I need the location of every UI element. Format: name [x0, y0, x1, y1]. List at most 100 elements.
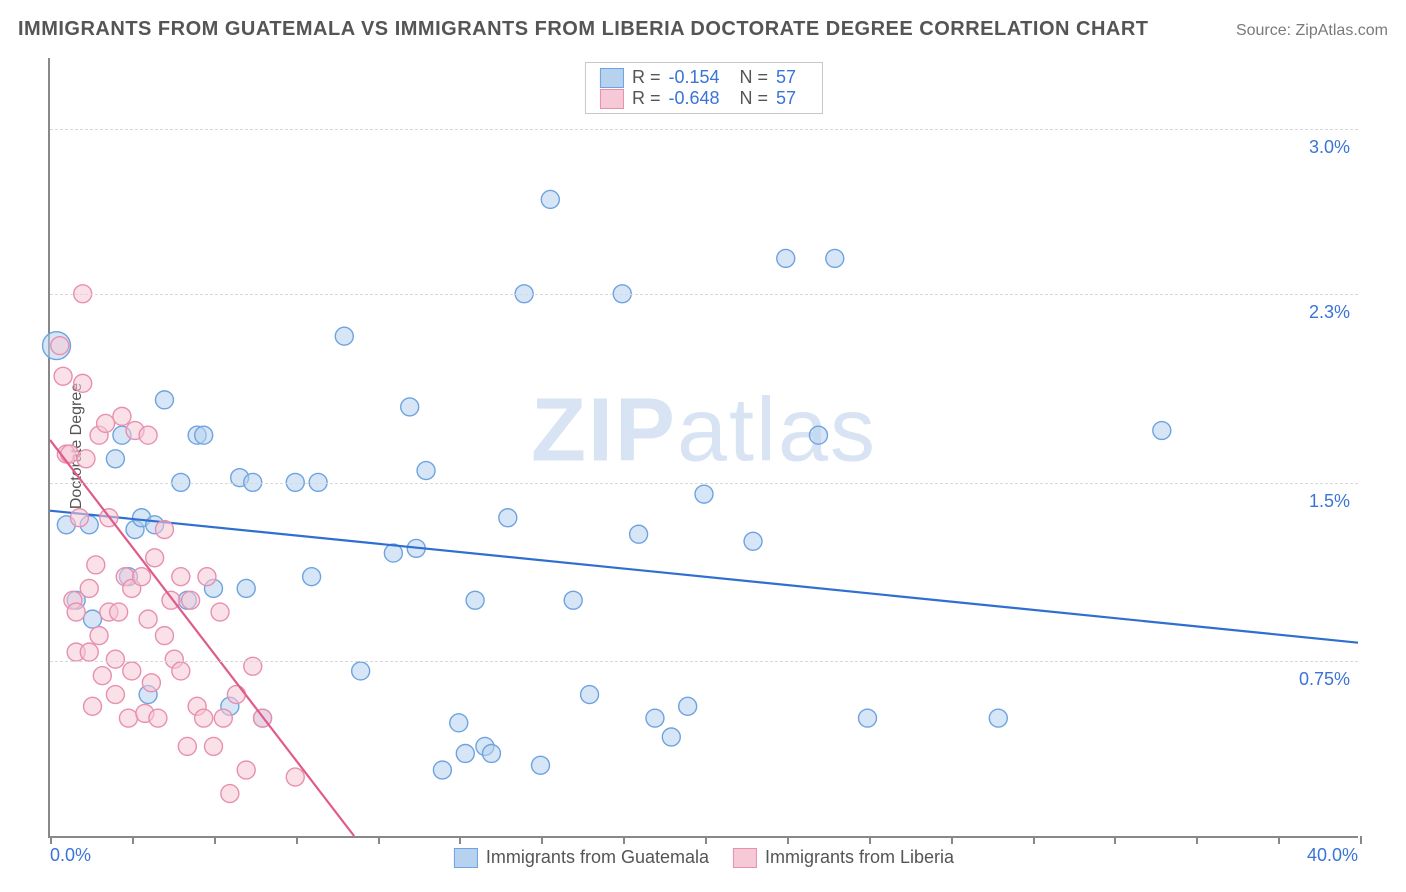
data-point: [286, 473, 304, 491]
y-tick-label: 0.75%: [1299, 669, 1350, 690]
data-point: [1153, 422, 1171, 440]
x-tick: [214, 836, 216, 844]
x-tick: [1114, 836, 1116, 844]
stat-n-value: 57: [776, 88, 796, 109]
x-tick: [1360, 836, 1362, 844]
data-point: [214, 709, 232, 727]
legend-label: Immigrants from Liberia: [765, 847, 954, 868]
x-tick: [623, 836, 625, 844]
x-tick: [459, 836, 461, 844]
data-point: [172, 662, 190, 680]
y-tick-label: 3.0%: [1309, 137, 1350, 158]
data-point: [564, 591, 582, 609]
data-point: [142, 674, 160, 692]
y-tick-label: 1.5%: [1309, 491, 1350, 512]
data-point: [581, 686, 599, 704]
data-point: [646, 709, 664, 727]
x-tick: [1278, 836, 1280, 844]
chart-title: IMMIGRANTS FROM GUATEMALA VS IMMIGRANTS …: [18, 18, 1149, 41]
stat-r-label: R =: [632, 67, 661, 88]
data-point: [401, 398, 419, 416]
stats-box: R =-0.154N =57R =-0.648N =57: [585, 62, 823, 114]
data-point: [77, 450, 95, 468]
data-point: [662, 728, 680, 746]
x-tick: [951, 836, 953, 844]
plot-area: ZIPatlas R =-0.154N =57R =-0.648N =57 0.…: [48, 58, 1358, 838]
data-point: [989, 709, 1007, 727]
data-point: [172, 473, 190, 491]
data-point: [155, 627, 173, 645]
x-tick: [378, 836, 380, 844]
legend-item: Immigrants from Liberia: [733, 847, 954, 868]
data-point: [205, 737, 223, 755]
data-point: [679, 697, 697, 715]
x-tick: [869, 836, 871, 844]
data-point: [499, 509, 517, 527]
chart-legend: Immigrants from Guatemala Immigrants from…: [454, 847, 954, 868]
data-point: [146, 549, 164, 567]
data-point: [198, 568, 216, 586]
data-point: [139, 610, 157, 628]
data-point: [466, 591, 484, 609]
data-point: [244, 473, 262, 491]
data-point: [777, 249, 795, 267]
data-point: [87, 556, 105, 574]
x-tick: [132, 836, 134, 844]
grid-line: [50, 129, 1358, 130]
x-tick: [296, 836, 298, 844]
data-point: [80, 643, 98, 661]
data-point: [237, 761, 255, 779]
x-tick: [1196, 836, 1198, 844]
stat-n-label: N =: [740, 88, 769, 109]
chart-svg: [50, 58, 1358, 836]
stat-row: R =-0.648N =57: [600, 88, 808, 109]
data-point: [541, 190, 559, 208]
legend-label: Immigrants from Guatemala: [486, 847, 709, 868]
data-point: [110, 603, 128, 621]
stat-r-value: -0.154: [668, 67, 719, 88]
data-point: [149, 709, 167, 727]
data-point: [195, 709, 213, 727]
data-point: [119, 709, 137, 727]
data-point: [450, 714, 468, 732]
chart-header: IMMIGRANTS FROM GUATEMALA VS IMMIGRANTS …: [18, 18, 1388, 41]
x-axis-max-label: 40.0%: [1307, 845, 1358, 866]
data-point: [286, 768, 304, 786]
data-point: [417, 462, 435, 480]
data-point: [744, 532, 762, 550]
x-tick: [541, 836, 543, 844]
source-name: ZipAtlas.com: [1296, 22, 1388, 39]
data-point: [695, 485, 713, 503]
data-point: [237, 579, 255, 597]
data-point: [178, 737, 196, 755]
data-point: [84, 610, 102, 628]
stat-n-label: N =: [740, 67, 769, 88]
data-point: [433, 761, 451, 779]
stat-swatch: [600, 68, 624, 88]
data-point: [54, 367, 72, 385]
data-point: [809, 426, 827, 444]
data-point: [826, 249, 844, 267]
chart-source: Source: ZipAtlas.com: [1236, 22, 1388, 40]
source-prefix: Source:: [1236, 22, 1296, 39]
grid-line: [50, 661, 1358, 662]
data-point: [532, 756, 550, 774]
data-point: [211, 603, 229, 621]
data-point: [51, 337, 69, 355]
data-point: [97, 414, 115, 432]
data-point: [106, 686, 124, 704]
data-point: [859, 709, 877, 727]
grid-line: [50, 294, 1358, 295]
data-point: [182, 591, 200, 609]
data-point: [335, 327, 353, 345]
data-point: [221, 785, 239, 803]
data-point: [90, 627, 108, 645]
data-point: [84, 697, 102, 715]
data-point: [155, 521, 173, 539]
x-tick: [705, 836, 707, 844]
data-point: [61, 445, 79, 463]
stat-swatch: [600, 89, 624, 109]
data-point: [303, 568, 321, 586]
data-point: [227, 686, 245, 704]
data-point: [106, 650, 124, 668]
